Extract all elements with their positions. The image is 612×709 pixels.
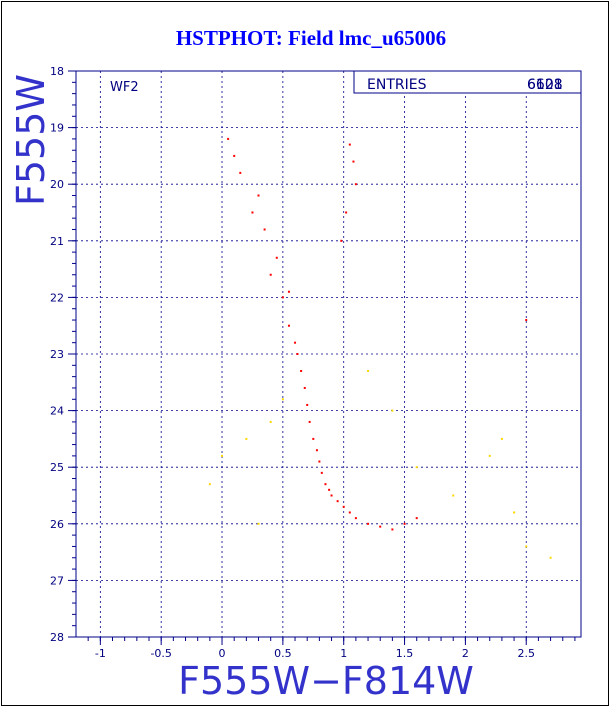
data-point bbox=[245, 437, 248, 440]
x-tick-label: 2 bbox=[462, 647, 469, 660]
data-point bbox=[251, 211, 254, 214]
chart-title: HSTPHOT: Field lmc_u65006 bbox=[176, 26, 446, 50]
data-point bbox=[269, 273, 272, 276]
x-tick-label: 1 bbox=[340, 647, 347, 660]
stats-box bbox=[353, 70, 582, 94]
data-point bbox=[328, 488, 331, 491]
y-axis-ticks: 18 19 20 21 22 23 24 25 26 27 28 bbox=[50, 65, 76, 644]
data-point bbox=[269, 420, 272, 423]
y-tick-label: 20 bbox=[50, 178, 64, 191]
data-point bbox=[336, 500, 339, 503]
data-point bbox=[257, 522, 260, 525]
data-point bbox=[263, 228, 266, 231]
data-point bbox=[227, 137, 230, 140]
data-point bbox=[342, 505, 345, 508]
data-point bbox=[391, 409, 394, 412]
data-point bbox=[500, 437, 503, 440]
data-point bbox=[303, 386, 306, 389]
stats-entries-label: ENTRIES bbox=[367, 77, 427, 93]
data-point bbox=[488, 454, 491, 457]
data-point bbox=[513, 511, 516, 514]
y-axis-label: F555W bbox=[9, 74, 53, 206]
data-point bbox=[318, 460, 321, 463]
y-tick-label: 26 bbox=[50, 518, 64, 531]
x-tick-label: -1 bbox=[95, 647, 106, 660]
y-tick-label: 18 bbox=[50, 65, 64, 78]
data-point bbox=[315, 449, 318, 452]
data-point bbox=[354, 183, 357, 186]
data-point bbox=[391, 528, 394, 531]
data-point bbox=[452, 494, 455, 497]
y-tick-label: 28 bbox=[50, 631, 64, 644]
data-point bbox=[294, 341, 297, 344]
data-point bbox=[549, 556, 552, 559]
data-point bbox=[287, 290, 290, 293]
data-point bbox=[348, 143, 351, 146]
data-point bbox=[415, 466, 418, 469]
data-point bbox=[525, 319, 528, 322]
data-point bbox=[275, 256, 278, 259]
data-point bbox=[208, 483, 211, 486]
data-point bbox=[525, 545, 528, 548]
data-point bbox=[352, 160, 355, 163]
stats-entries-value-b: 6601 bbox=[527, 77, 563, 93]
data-point bbox=[354, 517, 357, 520]
y-tick-label: 23 bbox=[50, 348, 64, 361]
x-axis-label: F555W−F814W bbox=[178, 659, 474, 703]
grid-lines bbox=[76, 70, 581, 638]
data-point bbox=[324, 483, 327, 486]
y-tick-label: 25 bbox=[50, 461, 64, 474]
x-tick-label: 2.5 bbox=[517, 647, 535, 660]
panel-label: WF2 bbox=[110, 80, 139, 95]
data-point bbox=[306, 403, 309, 406]
x-tick-label: -0.5 bbox=[150, 647, 171, 660]
data-point bbox=[281, 296, 284, 299]
data-point bbox=[348, 511, 351, 514]
data-point bbox=[415, 517, 418, 520]
x-tick-label: 1.5 bbox=[396, 647, 414, 660]
data-point bbox=[239, 171, 242, 174]
data-point bbox=[367, 369, 370, 372]
x-tick-label: 0 bbox=[219, 647, 226, 660]
data-point bbox=[281, 398, 284, 401]
data-point bbox=[296, 353, 299, 355]
data-point bbox=[221, 454, 224, 457]
x-tick-label: 0.5 bbox=[274, 647, 292, 660]
data-point bbox=[287, 324, 290, 327]
data-point bbox=[340, 239, 343, 242]
data-point bbox=[233, 154, 236, 157]
stats-entries-value-a: 6128 bbox=[527, 77, 563, 93]
y-tick-label: 21 bbox=[50, 235, 64, 248]
y-tick-label: 27 bbox=[50, 574, 64, 587]
data-points bbox=[208, 137, 552, 559]
data-point bbox=[379, 525, 382, 528]
data-point bbox=[367, 522, 370, 525]
x-axis-ticks: -1 -0.5 0 0.5 1 1.5 2 2.5 bbox=[87, 637, 576, 660]
data-point bbox=[308, 420, 311, 423]
y-tick-label: 24 bbox=[50, 405, 64, 418]
data-point bbox=[320, 471, 323, 474]
y-tick-label: 22 bbox=[50, 291, 64, 304]
data-point bbox=[257, 194, 260, 197]
data-point bbox=[330, 494, 333, 497]
data-point bbox=[300, 369, 303, 372]
data-point bbox=[312, 437, 315, 440]
data-point bbox=[403, 522, 406, 525]
y-tick-label: 19 bbox=[50, 122, 64, 135]
data-point bbox=[345, 211, 348, 214]
